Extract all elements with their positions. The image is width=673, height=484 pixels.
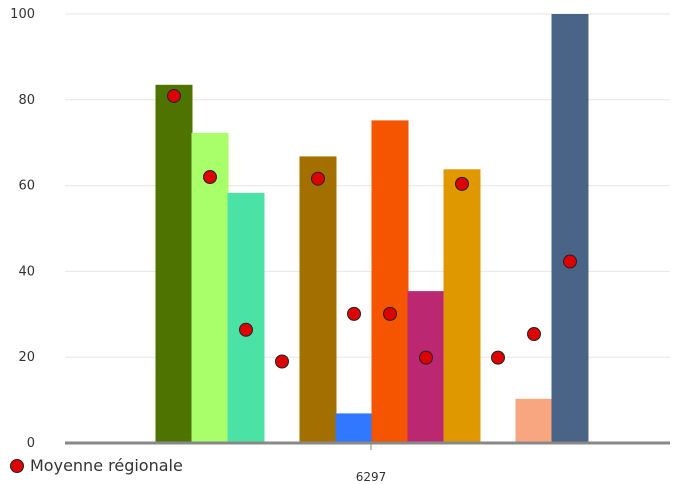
y-tick-label: 20 — [18, 350, 35, 365]
bar[interactable] — [191, 132, 229, 443]
x-category-label: 6297 — [356, 470, 387, 484]
bar[interactable] — [551, 14, 589, 443]
bar[interactable] — [227, 192, 265, 443]
marker-point[interactable] — [383, 306, 397, 321]
markers — [167, 88, 577, 369]
marker-point[interactable] — [239, 322, 253, 337]
bars — [155, 14, 589, 444]
marker-point[interactable] — [275, 354, 289, 369]
bar[interactable] — [515, 398, 553, 443]
marker-point[interactable] — [311, 171, 325, 186]
y-tick-label: 60 — [18, 179, 35, 194]
bar[interactable] — [407, 291, 445, 443]
marker-point[interactable] — [167, 88, 181, 103]
legend-label: Moyenne régionale — [30, 456, 183, 475]
marker-point[interactable] — [527, 327, 541, 342]
marker-point[interactable] — [563, 254, 577, 269]
y-tick-label: 80 — [18, 93, 35, 108]
marker-point[interactable] — [203, 170, 217, 185]
marker-point[interactable] — [347, 306, 361, 321]
marker-point[interactable] — [455, 176, 469, 191]
y-axis-ticks: 0 20 40 60 80 100 — [10, 7, 35, 451]
legend-marker-icon — [10, 458, 24, 473]
bar[interactable] — [155, 84, 193, 443]
bar[interactable] — [299, 156, 337, 444]
marker-point[interactable] — [491, 350, 505, 365]
y-tick-label: 100 — [10, 7, 35, 22]
y-tick-label: 40 — [18, 264, 35, 279]
bar[interactable] — [335, 413, 373, 443]
legend[interactable]: Moyenne régionale — [10, 456, 183, 475]
bar[interactable] — [371, 120, 409, 443]
y-tick-label: 0 — [27, 436, 35, 451]
marker-point[interactable] — [419, 350, 433, 365]
bar[interactable] — [443, 169, 481, 443]
